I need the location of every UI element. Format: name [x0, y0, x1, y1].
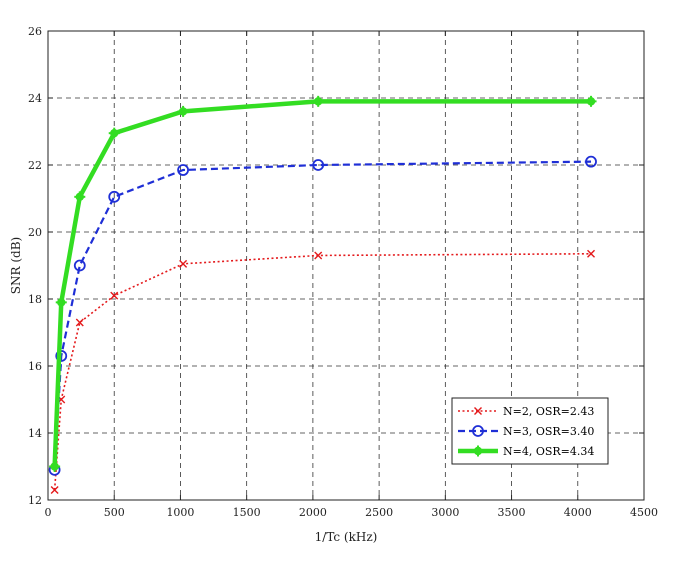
tick-labels: 0 500 1000 1500 2000 2500 3000 3500 4000 4500 12 14… — [28, 25, 658, 519]
x-tick-label: 2500 — [365, 506, 393, 519]
legend-entry-3: N=4, OSR=4.34 — [503, 445, 594, 458]
x-tick-label: 4000 — [564, 506, 592, 519]
x-tick-label: 2000 — [299, 506, 327, 519]
x-tick-label: 500 — [104, 506, 125, 519]
data-point-star-marker — [177, 105, 189, 117]
x-tick-label: 0 — [45, 506, 52, 519]
data-point-circle-marker — [472, 425, 484, 437]
axes — [47, 30, 645, 501]
marker-stroke — [179, 259, 188, 268]
y-tick-label: 26 — [28, 25, 42, 38]
data-point-x-marker — [587, 249, 596, 258]
data-point-star-marker — [585, 95, 597, 107]
data-point-x-marker — [110, 291, 119, 300]
plot-frame — [47, 30, 645, 501]
data-point-x-marker — [314, 251, 323, 260]
y-tick-label: 22 — [28, 159, 42, 172]
data-point-x-marker — [474, 407, 482, 415]
data-point-star-marker — [472, 445, 484, 457]
x-tick-label: 3500 — [498, 506, 526, 519]
data-point-star-marker — [55, 296, 67, 308]
data-point-circle-marker — [108, 190, 121, 203]
data-point-star-marker — [74, 191, 86, 203]
legend-entry-1: N=2, OSR=2.43 — [503, 405, 594, 418]
y-tick-label: 14 — [28, 427, 42, 440]
x-tick-label: 3000 — [431, 506, 459, 519]
legend: N=2, OSR=2.43 N=3, OSR=3.40 N=4, OSR=4.34 — [451, 397, 609, 465]
marker-stroke — [50, 485, 59, 494]
data-point-x-marker — [50, 485, 59, 494]
data-point-star-marker — [49, 461, 61, 472]
data-point-circle-marker — [177, 164, 189, 176]
legend-entry-2: N=3, OSR=3.40 — [503, 425, 594, 438]
data-point-x-marker — [179, 259, 188, 268]
data-point-circle-marker — [312, 159, 325, 171]
data-point-star-marker — [312, 95, 324, 107]
marker-stroke — [587, 249, 596, 258]
data-point-circle-marker — [73, 259, 86, 272]
y-tick-label: 18 — [28, 293, 42, 306]
marker-stroke — [314, 251, 323, 260]
x-tick-label: 4500 — [630, 506, 658, 519]
x-tick-label: 1500 — [233, 506, 261, 519]
x-axis-label: 1/Tc (kHz) — [315, 530, 378, 544]
data-point-circle-marker — [585, 155, 597, 168]
series-lines — [48, 95, 597, 494]
marker-stroke — [75, 318, 84, 327]
x-tick-label: 1000 — [166, 506, 194, 519]
marker-stroke — [110, 291, 119, 300]
y-tick-label: 20 — [28, 226, 42, 239]
y-tick-label: 24 — [28, 92, 42, 105]
data-point-x-marker — [75, 318, 84, 327]
marker-stroke — [474, 407, 482, 415]
y-axis-label: SNR (dB) — [9, 237, 23, 294]
y-tick-label: 12 — [28, 494, 42, 507]
data-point-star-marker — [108, 127, 120, 139]
y-tick-label: 16 — [28, 360, 42, 373]
